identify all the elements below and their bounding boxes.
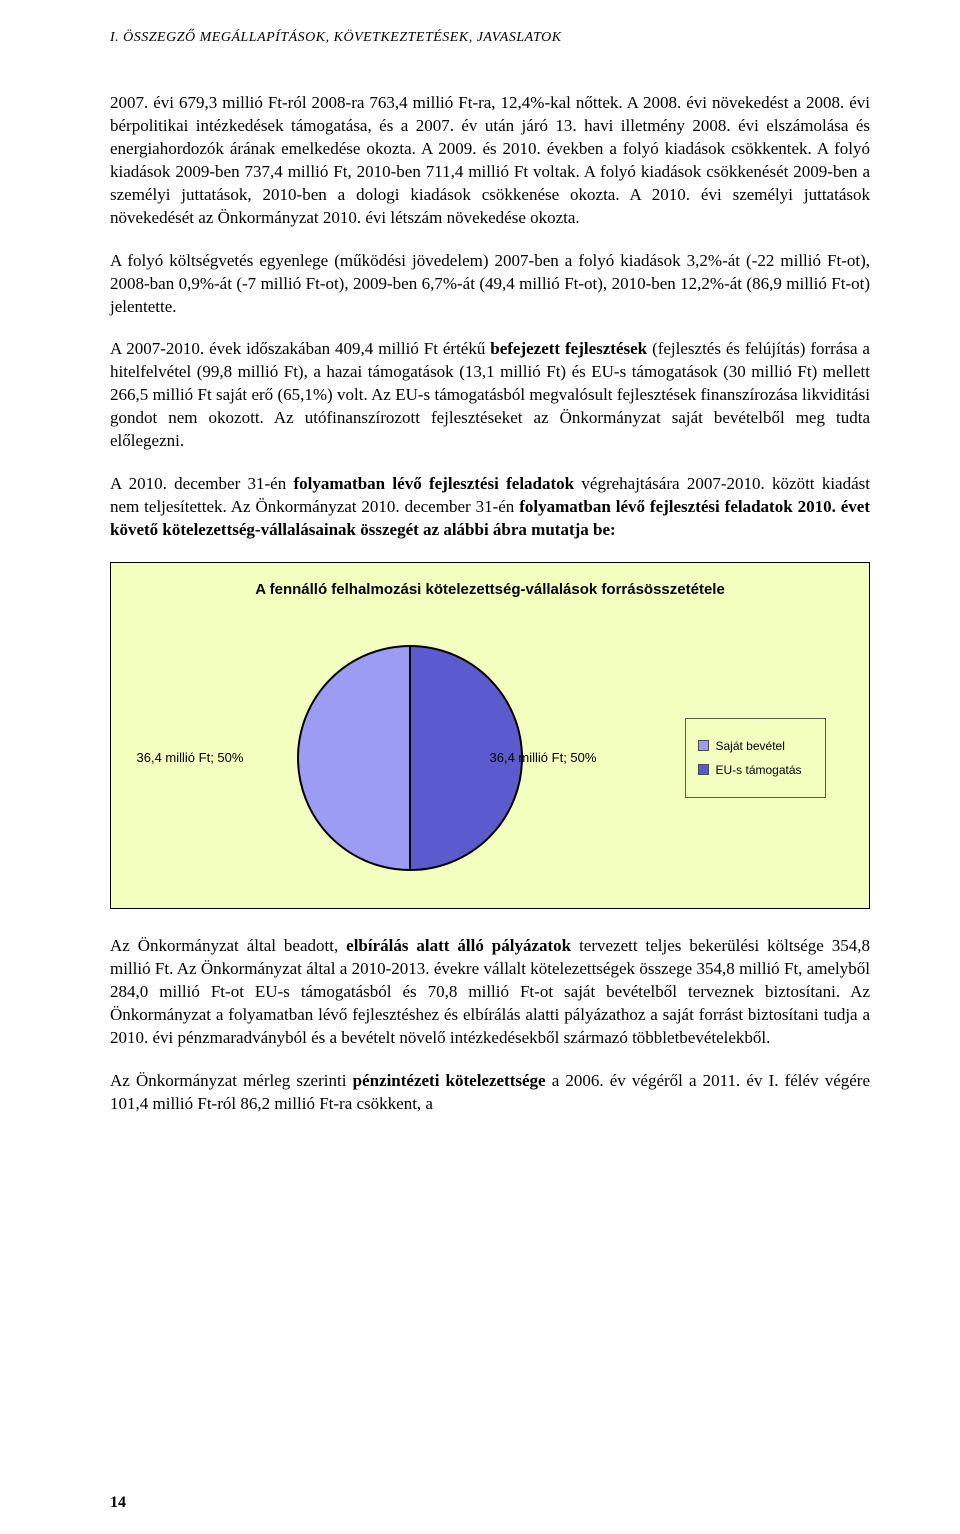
page-number: 14 <box>110 1494 126 1512</box>
pie-slice-label-right: 36,4 millió Ft; 50% <box>490 750 597 765</box>
section-header: I. ÖSSZEGZŐ MEGÁLLAPÍTÁSOK, KÖVETKEZTETÉ… <box>110 30 870 46</box>
paragraph-1: 2007. évi 679,3 millió Ft-ról 2008-ra 76… <box>110 92 870 230</box>
bold-run: pénzintézeti kötelezettsége <box>353 1071 546 1090</box>
document-page: I. ÖSSZEGZŐ MEGÁLLAPÍTÁSOK, KÖVETKEZTETÉ… <box>0 0 960 1534</box>
bold-run: elbírálás alatt álló pályázatok <box>346 936 571 955</box>
chart-title: A fennálló felhalmozási kötelezettség-vá… <box>133 581 847 598</box>
legend-item: EU-s támogatás <box>698 763 813 777</box>
pie-wrap: 36,4 millió Ft; 50% 36,4 millió Ft; 50% <box>155 638 665 878</box>
paragraph-4: A 2010. december 31-én folyamatban lévő … <box>110 473 870 542</box>
legend-label: EU-s támogatás <box>716 763 802 777</box>
legend-label: Saját bevétel <box>716 739 785 753</box>
chart-body: 36,4 millió Ft; 50% 36,4 millió Ft; 50% … <box>133 638 847 878</box>
text-run: Az Önkormányzat mérleg szerinti <box>110 1071 353 1090</box>
bold-run: folyamatban lévő fejlesztési feladatok <box>294 474 575 493</box>
pie-slice-left <box>298 646 410 870</box>
paragraph-3: A 2007-2010. évek időszakában 409,4 mill… <box>110 338 870 453</box>
text-run: Az Önkormányzat által beadott, <box>110 936 346 955</box>
chart-legend: Saját bevétel EU-s támogatás <box>685 718 826 798</box>
pie-chart-container: A fennálló felhalmozási kötelezettség-vá… <box>110 562 870 909</box>
paragraph-5: Az Önkormányzat által beadott, elbírálás… <box>110 935 870 1050</box>
bold-run: befejezett fejlesztések <box>490 339 647 358</box>
paragraph-2: A folyó költségvetés egyenlege (működési… <box>110 250 870 319</box>
legend-swatch <box>698 740 709 751</box>
pie-slice-label-left: 36,4 millió Ft; 50% <box>137 750 244 765</box>
legend-item: Saját bevétel <box>698 739 813 753</box>
text-run: A 2010. december 31-én <box>110 474 294 493</box>
paragraph-6: Az Önkormányzat mérleg szerinti pénzinté… <box>110 1070 870 1116</box>
text-run: A 2007-2010. évek időszakában 409,4 mill… <box>110 339 490 358</box>
legend-swatch <box>698 764 709 775</box>
